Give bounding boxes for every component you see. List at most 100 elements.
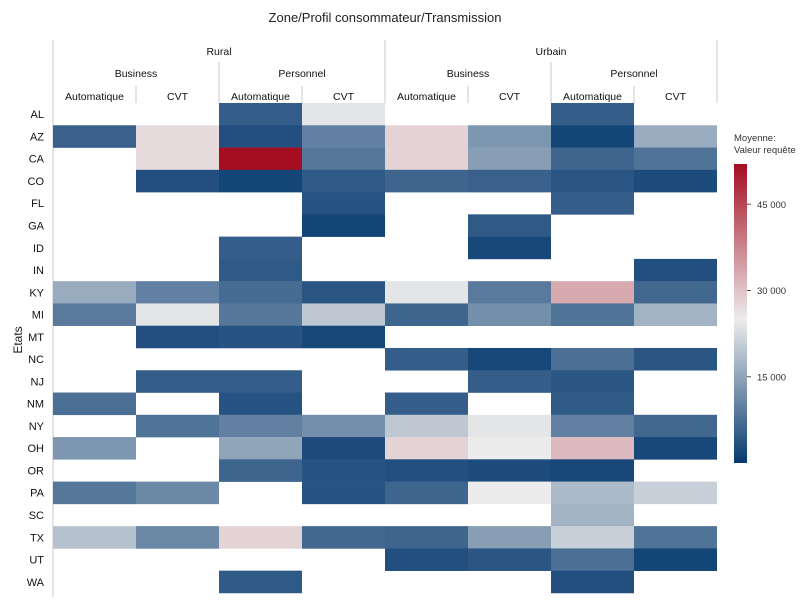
heatmap-cell-MI-5: [468, 303, 551, 326]
zone-header-1: Urbain: [536, 46, 567, 58]
heatmap-cell-MI-4: [385, 303, 468, 326]
heatmap-cell-TX-2: [219, 526, 302, 549]
heatmap-cell-OH-7: [634, 437, 717, 460]
heatmap-cell-NM-6: [551, 392, 634, 416]
heatmap-cell-FL-3: [302, 192, 385, 215]
row-label-NY: NY: [29, 421, 45, 433]
heatmap-cell-CA-2: [219, 147, 302, 171]
heatmap-cell-OR-3: [302, 459, 385, 482]
heatmap-cell-CO-1: [136, 169, 219, 193]
row-label-UT: UT: [29, 555, 44, 567]
heatmap-cell-OH-5: [468, 437, 551, 460]
heatmap-cell-PA-5: [468, 481, 551, 505]
row-label-AL: AL: [31, 109, 44, 121]
heatmap-cell-FL-6: [551, 192, 634, 215]
heatmap-cell-NJ-1: [136, 370, 219, 393]
heatmap-cell-TX-6: [551, 526, 634, 549]
heatmap-cell-NY-1: [136, 414, 219, 438]
transmission-header-0: Automatique: [65, 91, 124, 103]
row-label-GA: GA: [28, 220, 45, 232]
heatmap-cell-ID-5: [468, 236, 551, 260]
heatmap-cell-AL-6: [551, 103, 634, 126]
heatmap-cell-OR-5: [468, 459, 551, 482]
heatmap-cell-OH-2: [219, 437, 302, 460]
heatmap-cell-AZ-7: [634, 125, 717, 148]
row-label-PA: PA: [30, 488, 45, 500]
heatmap-cell-AZ-4: [385, 125, 468, 148]
heatmap-cell-OH-6: [551, 437, 634, 460]
row-label-FL: FL: [31, 198, 44, 210]
heatmap-cell-PA-3: [302, 481, 385, 505]
heatmap-cell-AZ-5: [468, 125, 551, 148]
row-label-NJ: NJ: [31, 376, 44, 388]
heatmap-cell-UT-7: [634, 548, 717, 571]
heatmap-cell-PA-7: [634, 481, 717, 505]
heatmap-cell-TX-5: [468, 526, 551, 549]
heatmap-cell-MT-1: [136, 325, 219, 349]
heatmap-cell-ID-2: [219, 236, 302, 260]
row-label-MT: MT: [28, 332, 44, 344]
heatmap-cell-NC-7: [634, 347, 717, 371]
profile-header-0: Business: [115, 68, 158, 80]
heatmap-cell-NM-4: [385, 392, 468, 416]
heatmap-cell-KY-4: [385, 281, 468, 304]
heatmap-cell-MI-7: [634, 303, 717, 326]
heatmap-cell-NM-2: [219, 392, 302, 416]
heatmap-cell-TX-4: [385, 526, 468, 549]
heatmap-cell-NJ-2: [219, 370, 302, 393]
heatmap-cell-KY-5: [468, 281, 551, 304]
heatmap-cell-WA-2: [219, 570, 302, 594]
heatmap-cell-KY-1: [136, 281, 219, 304]
row-label-NC: NC: [28, 354, 44, 366]
row-label-ID: ID: [33, 243, 44, 255]
row-label-MI: MI: [32, 310, 44, 322]
heatmap-cell-MI-2: [219, 303, 302, 326]
heatmap-cell-CA-6: [551, 147, 634, 171]
heatmap-cell-CO-5: [468, 169, 551, 193]
row-label-NM: NM: [27, 399, 44, 411]
heatmap-cell-AZ-3: [302, 125, 385, 148]
heatmap-cell-NC-6: [551, 347, 634, 371]
heatmap-cell-OR-6: [551, 459, 634, 482]
heatmap-cell-IN-7: [634, 258, 717, 282]
legend-gradient-bar: [734, 164, 747, 463]
heatmap-cell-MT-3: [302, 325, 385, 349]
heatmap-cell-CA-3: [302, 147, 385, 171]
heatmap-cell-CA-7: [634, 147, 717, 171]
column-headers: Rural Urbain Business Personnel Business Pers…: [65, 46, 687, 103]
heatmap-cell-KY-2: [219, 281, 302, 304]
heatmap-cell-AZ-2: [219, 125, 302, 148]
y-axis-label: Etats: [11, 326, 25, 353]
heatmap-cell-AZ-6: [551, 125, 634, 148]
row-label-OR: OR: [28, 465, 45, 477]
heatmap-cell-MI-3: [302, 303, 385, 326]
row-label-CA: CA: [29, 154, 45, 166]
heatmap-cell-NY-7: [634, 414, 717, 438]
heatmap-cell-MI-0: [53, 303, 136, 326]
row-label-AZ: AZ: [30, 131, 44, 143]
legend-title-line-1: Moyenne:: [734, 133, 776, 144]
transmission-header-7: CVT: [665, 91, 687, 103]
heatmap-cell-TX-7: [634, 526, 717, 549]
legend-title-line-2: Valeur requête: [734, 145, 796, 156]
heatmap-cell-MI-1: [136, 303, 219, 326]
chart-title: Zone/Profil consommateur/Transmission: [269, 10, 502, 25]
transmission-header-4: Automatique: [397, 91, 456, 103]
heatmap-cell-PA-6: [551, 481, 634, 505]
heatmap-cell-NJ-5: [468, 370, 551, 393]
heatmap-cell-KY-0: [53, 281, 136, 304]
heatmap-cell-SC-6: [551, 503, 634, 527]
heatmap-cell-CO-7: [634, 169, 717, 193]
heatmap-cell-TX-0: [53, 526, 136, 549]
transmission-header-3: CVT: [333, 91, 355, 103]
row-label-KY: KY: [29, 287, 44, 299]
heatmap-cell-PA-1: [136, 481, 219, 505]
legend-tick-label-2: 45 000: [757, 200, 786, 211]
heatmap-cell-NY-6: [551, 414, 634, 438]
heatmap-cell-PA-0: [53, 481, 136, 505]
heatmap-cell-NC-5: [468, 347, 551, 371]
profile-header-3: Personnel: [610, 68, 657, 80]
heatmap-cell-CO-2: [219, 169, 302, 193]
heatmap-cell-AZ-0: [53, 125, 136, 148]
heatmap-cell-AL-2: [219, 103, 302, 126]
